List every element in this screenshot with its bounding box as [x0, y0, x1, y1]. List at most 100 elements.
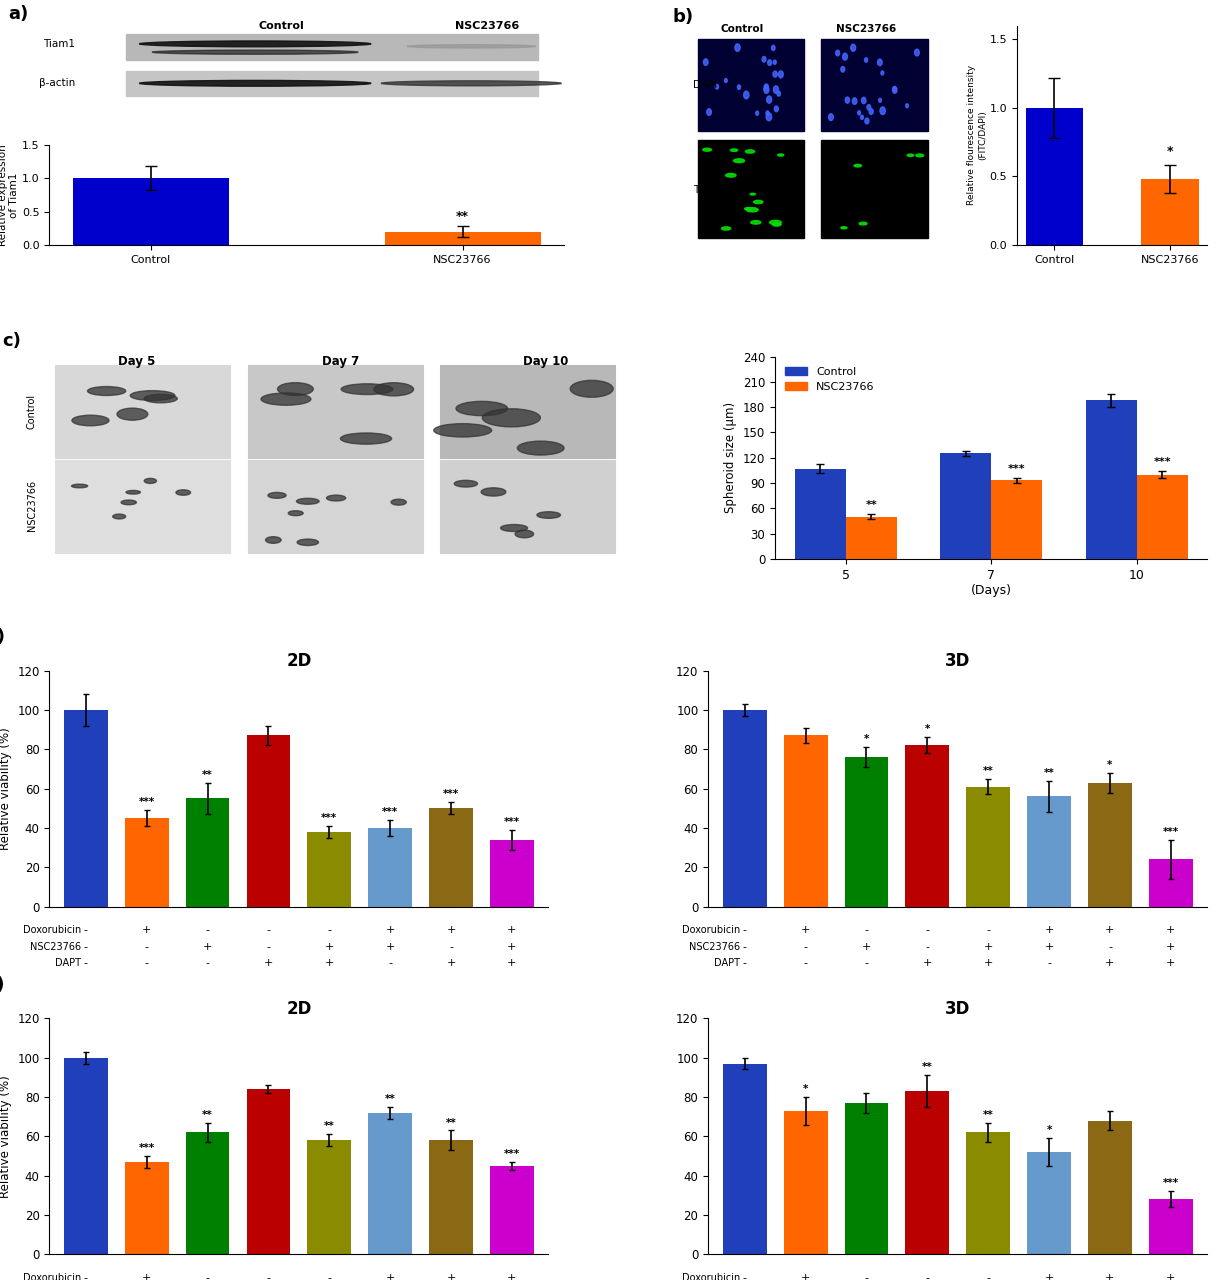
Bar	[822, 140, 928, 238]
Text: *: *	[864, 735, 869, 745]
Ellipse shape	[772, 72, 777, 77]
Ellipse shape	[297, 539, 319, 545]
Ellipse shape	[126, 490, 140, 494]
Text: Day 10: Day 10	[522, 355, 568, 367]
Ellipse shape	[455, 480, 478, 488]
Ellipse shape	[482, 408, 541, 426]
Text: ***: ***	[322, 813, 338, 823]
Ellipse shape	[736, 44, 740, 51]
Text: NSC23766: NSC23766	[455, 20, 519, 31]
Text: -: -	[803, 942, 808, 952]
Bar	[186, 799, 229, 906]
Ellipse shape	[774, 86, 779, 93]
Bar	[966, 787, 1010, 906]
Text: ***: ***	[1163, 827, 1179, 837]
Text: ***: ***	[504, 1149, 520, 1158]
Text: +: +	[1167, 959, 1175, 968]
Text: **: **	[446, 1117, 456, 1128]
Text: +: +	[508, 959, 516, 968]
Text: ***: ***	[382, 808, 398, 817]
Text: -: -	[144, 942, 149, 952]
Ellipse shape	[854, 164, 861, 166]
Text: +: +	[508, 942, 516, 952]
Ellipse shape	[733, 159, 744, 163]
Bar	[429, 808, 473, 906]
Text: -: -	[1108, 942, 1112, 952]
Text: +: +	[446, 925, 456, 936]
Ellipse shape	[381, 81, 562, 86]
Ellipse shape	[744, 91, 749, 99]
Bar	[784, 1111, 828, 1254]
Text: β-actin: β-actin	[38, 78, 75, 88]
Bar	[940, 453, 992, 559]
Ellipse shape	[770, 220, 781, 224]
Text: Doxorubicin: Doxorubicin	[681, 1274, 740, 1280]
Text: +: +	[203, 942, 212, 952]
Text: *: *	[925, 724, 930, 735]
Ellipse shape	[288, 511, 303, 516]
Text: +: +	[1167, 925, 1175, 936]
Bar	[308, 1140, 351, 1254]
Ellipse shape	[87, 387, 126, 396]
Bar	[248, 365, 423, 458]
Ellipse shape	[722, 227, 731, 230]
Text: -: -	[388, 959, 392, 968]
Bar	[368, 828, 411, 906]
Text: +: +	[508, 1274, 516, 1280]
Ellipse shape	[326, 495, 346, 500]
Ellipse shape	[860, 115, 864, 119]
Text: -: -	[865, 959, 869, 968]
Ellipse shape	[915, 154, 924, 157]
Bar	[429, 1140, 473, 1254]
Text: +: +	[801, 925, 811, 936]
Ellipse shape	[906, 104, 908, 108]
Text: ***: ***	[1008, 463, 1025, 474]
Ellipse shape	[277, 383, 313, 396]
Text: d): d)	[0, 628, 5, 646]
Bar	[795, 468, 845, 559]
Ellipse shape	[893, 86, 896, 91]
Text: +: +	[861, 942, 871, 952]
Bar	[186, 1133, 229, 1254]
Text: a): a)	[9, 5, 28, 23]
Text: DAPT: DAPT	[55, 959, 81, 968]
Bar	[55, 365, 230, 458]
Ellipse shape	[139, 81, 371, 86]
Ellipse shape	[570, 380, 614, 397]
Text: NSC23766: NSC23766	[27, 480, 37, 531]
Text: -: -	[206, 925, 209, 936]
Ellipse shape	[707, 109, 711, 115]
Bar	[127, 33, 538, 60]
Text: -: -	[206, 1274, 209, 1280]
Ellipse shape	[500, 525, 527, 531]
Ellipse shape	[772, 223, 781, 227]
Ellipse shape	[877, 59, 882, 65]
Text: ***: ***	[139, 797, 155, 808]
Bar	[1141, 179, 1199, 244]
Text: *: *	[1046, 1125, 1052, 1135]
Text: +: +	[801, 1274, 811, 1280]
Text: b): b)	[673, 8, 694, 26]
Text: **: **	[456, 210, 469, 223]
Ellipse shape	[703, 59, 708, 65]
Text: DAPT: DAPT	[713, 959, 740, 968]
Bar	[966, 1133, 1010, 1254]
Ellipse shape	[482, 488, 506, 497]
Ellipse shape	[724, 78, 727, 82]
Text: -: -	[743, 925, 747, 936]
Text: Tiam1: Tiam1	[43, 38, 75, 49]
Ellipse shape	[537, 512, 561, 518]
Y-axis label: Relative viability (%): Relative viability (%)	[0, 727, 11, 850]
Ellipse shape	[853, 97, 857, 105]
Text: -: -	[84, 1274, 87, 1280]
Ellipse shape	[754, 201, 763, 204]
Text: -: -	[865, 925, 869, 936]
Text: -: -	[84, 925, 87, 936]
Text: +: +	[386, 925, 395, 936]
Bar	[822, 38, 928, 131]
Text: +: +	[1045, 925, 1053, 936]
Ellipse shape	[775, 106, 779, 111]
Text: Control: Control	[27, 393, 37, 429]
Text: **: **	[983, 765, 993, 776]
Bar	[845, 1103, 888, 1254]
